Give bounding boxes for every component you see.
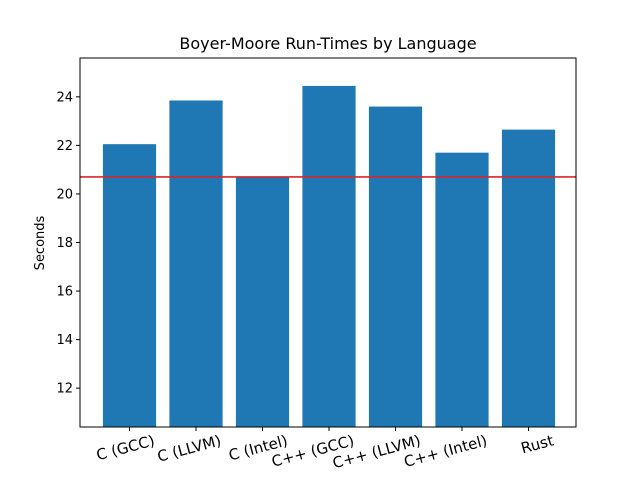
y-tick-label: 16 xyxy=(56,285,73,300)
bar xyxy=(501,129,556,427)
bar xyxy=(435,152,489,427)
y-tick-label: 18 xyxy=(56,236,73,251)
y-tick-label: 14 xyxy=(56,333,73,348)
bar xyxy=(368,106,423,428)
bar xyxy=(302,85,356,428)
bar xyxy=(235,176,290,427)
y-tick-label: 12 xyxy=(56,382,73,397)
bars-group xyxy=(102,85,556,428)
y-tick-label: 20 xyxy=(56,187,73,202)
y-axis-label: Seconds xyxy=(33,215,48,270)
y-tick-label: 24 xyxy=(56,90,73,105)
bar xyxy=(169,100,223,427)
chart-title: Boyer-Moore Run-Times by Language xyxy=(179,34,476,53)
y-tick-label: 22 xyxy=(56,139,73,154)
y-ticks-group: 12 14 16 18 20 22 24 xyxy=(56,90,80,397)
bar xyxy=(102,144,157,427)
